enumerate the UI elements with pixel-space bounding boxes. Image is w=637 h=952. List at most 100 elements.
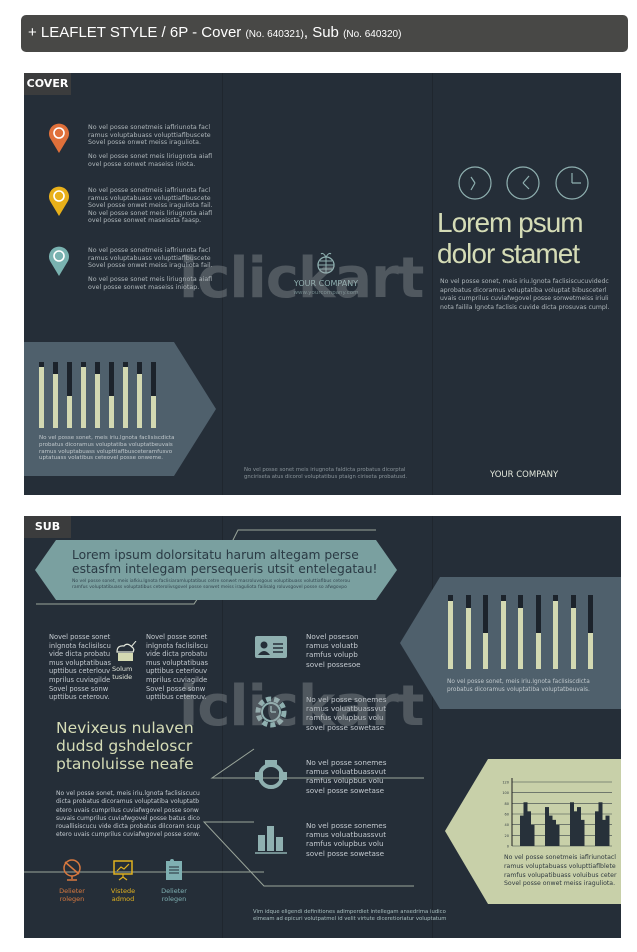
level-bar-fill bbox=[53, 373, 58, 428]
feature-text: No vel posse sonemes ramus voluatbuassvu… bbox=[306, 758, 387, 795]
globe-icon bbox=[317, 252, 335, 274]
level-bar-fill bbox=[448, 600, 453, 669]
level-bar bbox=[500, 595, 506, 669]
level-bar-fill bbox=[553, 600, 558, 669]
banner-line: estasfm intelegam persequeris utsit ente… bbox=[72, 562, 378, 576]
level-bar-fill bbox=[518, 608, 523, 669]
chart-bar bbox=[527, 811, 531, 846]
pin-text: No vel posse sonetmeis iaflriunota facl … bbox=[88, 247, 213, 270]
level-bar bbox=[67, 362, 72, 428]
arrow-panel bbox=[24, 342, 216, 476]
bars-text: No vel posse sonet, meis iriu.lgnota fac… bbox=[447, 679, 590, 693]
y-tick-label: 100 bbox=[502, 791, 509, 795]
pin-text: No vel posse sonetmeis iaflriunota facl … bbox=[88, 124, 211, 147]
pin-text: No vel posse sonet meis liriugnota aiafl… bbox=[88, 153, 213, 168]
sub-paragraph: No vel posse sonet, meis iriu.lgnota fac… bbox=[56, 790, 201, 839]
cover-number: (No. 640321) bbox=[245, 29, 304, 40]
clock-icon bbox=[506, 166, 540, 200]
clock-icon bbox=[458, 166, 492, 200]
chart-bar bbox=[555, 824, 560, 846]
level-bars bbox=[448, 595, 593, 669]
level-bar bbox=[483, 595, 488, 669]
level-bar bbox=[535, 595, 541, 669]
level-bar-fill bbox=[109, 396, 114, 428]
presentation-icon bbox=[113, 860, 133, 881]
cover-title: Lorem psum dolor stamet bbox=[437, 207, 584, 269]
banner-hexagon bbox=[35, 540, 397, 600]
title: + LEAFLET STYLE / 6P - Cover bbox=[28, 24, 242, 41]
banner-line: Lorem ipsum dolorsitatu harum altegam pe… bbox=[72, 548, 359, 562]
level-bar bbox=[123, 362, 128, 428]
y-tick-label: 20 bbox=[505, 834, 509, 838]
chart-bar bbox=[545, 807, 549, 846]
banner-title: Lorem ipsum dolorsitatu harum altegam pe… bbox=[72, 548, 377, 576]
chart-bar bbox=[595, 811, 599, 846]
y-tick-label: 60 bbox=[505, 813, 509, 817]
level-bar bbox=[448, 595, 453, 669]
level-bar-fill bbox=[67, 396, 72, 428]
fold-line bbox=[222, 73, 223, 495]
level-bar bbox=[588, 595, 593, 669]
cake-icon bbox=[116, 641, 137, 661]
feature-text: No vel posse sonemes ramus voluatbuassvu… bbox=[306, 821, 387, 858]
chart-bar bbox=[548, 815, 553, 846]
chart-text: No vel posse sonetmeis iaflriunotacl ram… bbox=[504, 854, 617, 888]
level-bar bbox=[137, 362, 142, 428]
level-bar-fill bbox=[95, 373, 100, 428]
memo-icon bbox=[166, 859, 182, 880]
bars-arrow-panel bbox=[400, 577, 621, 709]
middle-text: No vel posse sonet meis iriugnota faldic… bbox=[244, 467, 408, 480]
id-card-icon bbox=[255, 636, 287, 658]
globe-icon bbox=[63, 859, 81, 881]
fold-line bbox=[222, 516, 223, 938]
level-bar bbox=[39, 362, 44, 428]
title-line: dolor stamet bbox=[437, 238, 580, 269]
pin-text: No vel posse sonet meis liriugnota aiafl… bbox=[88, 276, 213, 291]
title-bar: + LEAFLET STYLE / 6P - Cover (No. 640321… bbox=[21, 15, 628, 52]
text-column: Novel posse sonet inlgnota faclisilscu v… bbox=[49, 633, 112, 702]
sub-number: (No. 640320) bbox=[343, 29, 402, 40]
chart-bar bbox=[552, 819, 556, 846]
level-bar bbox=[109, 362, 114, 428]
level-bar-fill bbox=[123, 367, 128, 428]
company-name: YOUR COMPANY bbox=[293, 279, 359, 288]
level-bar bbox=[570, 595, 576, 669]
cover-tag: COVER bbox=[24, 73, 71, 95]
chart-bar bbox=[580, 819, 585, 846]
title-line: Lorem psum bbox=[437, 207, 584, 238]
y-tick-label: 120 bbox=[502, 781, 509, 785]
map-pin-icon bbox=[49, 123, 69, 153]
level-bar bbox=[465, 595, 471, 669]
chart-bar bbox=[570, 802, 574, 846]
sub-label: Sub bbox=[312, 24, 339, 41]
sub-tag: SUB bbox=[24, 516, 71, 538]
text-column: Novel posse sonet inlgnota faclisilscu v… bbox=[146, 633, 209, 702]
cover-spread: COVER No vel posse sonetmeis iaflriunota… bbox=[24, 73, 621, 495]
ring-icon bbox=[255, 760, 287, 789]
level-bar-fill bbox=[137, 373, 142, 428]
level-bar bbox=[81, 362, 86, 428]
level-bar-fill bbox=[500, 600, 506, 669]
chart-bar bbox=[598, 802, 603, 846]
watermark: iclickart bbox=[179, 674, 424, 739]
center-label: Solum tuside bbox=[112, 665, 133, 681]
sub-headline: Nevixeus nulaven dudsd gshdeloscr ptanol… bbox=[56, 719, 194, 773]
level-bar bbox=[53, 362, 58, 428]
fold-line bbox=[432, 73, 433, 495]
pin-text: No vel posse sonetmeis iaflriunota facl … bbox=[88, 187, 213, 225]
level-bar-fill bbox=[151, 396, 156, 428]
map-pin-icon bbox=[49, 186, 69, 216]
feature-text: No vel posse sonemes ramus voluatbuassvu… bbox=[306, 695, 387, 732]
level-bar-fill bbox=[465, 608, 471, 669]
map-pin-icon bbox=[49, 246, 69, 276]
level-bar bbox=[553, 595, 558, 669]
icon-label: Delieter rolegen bbox=[161, 887, 187, 903]
chart-bar bbox=[605, 815, 610, 846]
fold-line bbox=[432, 516, 433, 938]
footer-text: Vim idque eligendi definitiones adimperd… bbox=[253, 909, 447, 922]
icon-label: Vistede admod bbox=[110, 887, 136, 903]
chart-bar bbox=[520, 815, 524, 846]
arrow-text: No vel posse sonet, meis iriu.lgnota fac… bbox=[39, 435, 175, 462]
level-bar bbox=[518, 595, 523, 669]
clock-icon bbox=[555, 166, 589, 200]
